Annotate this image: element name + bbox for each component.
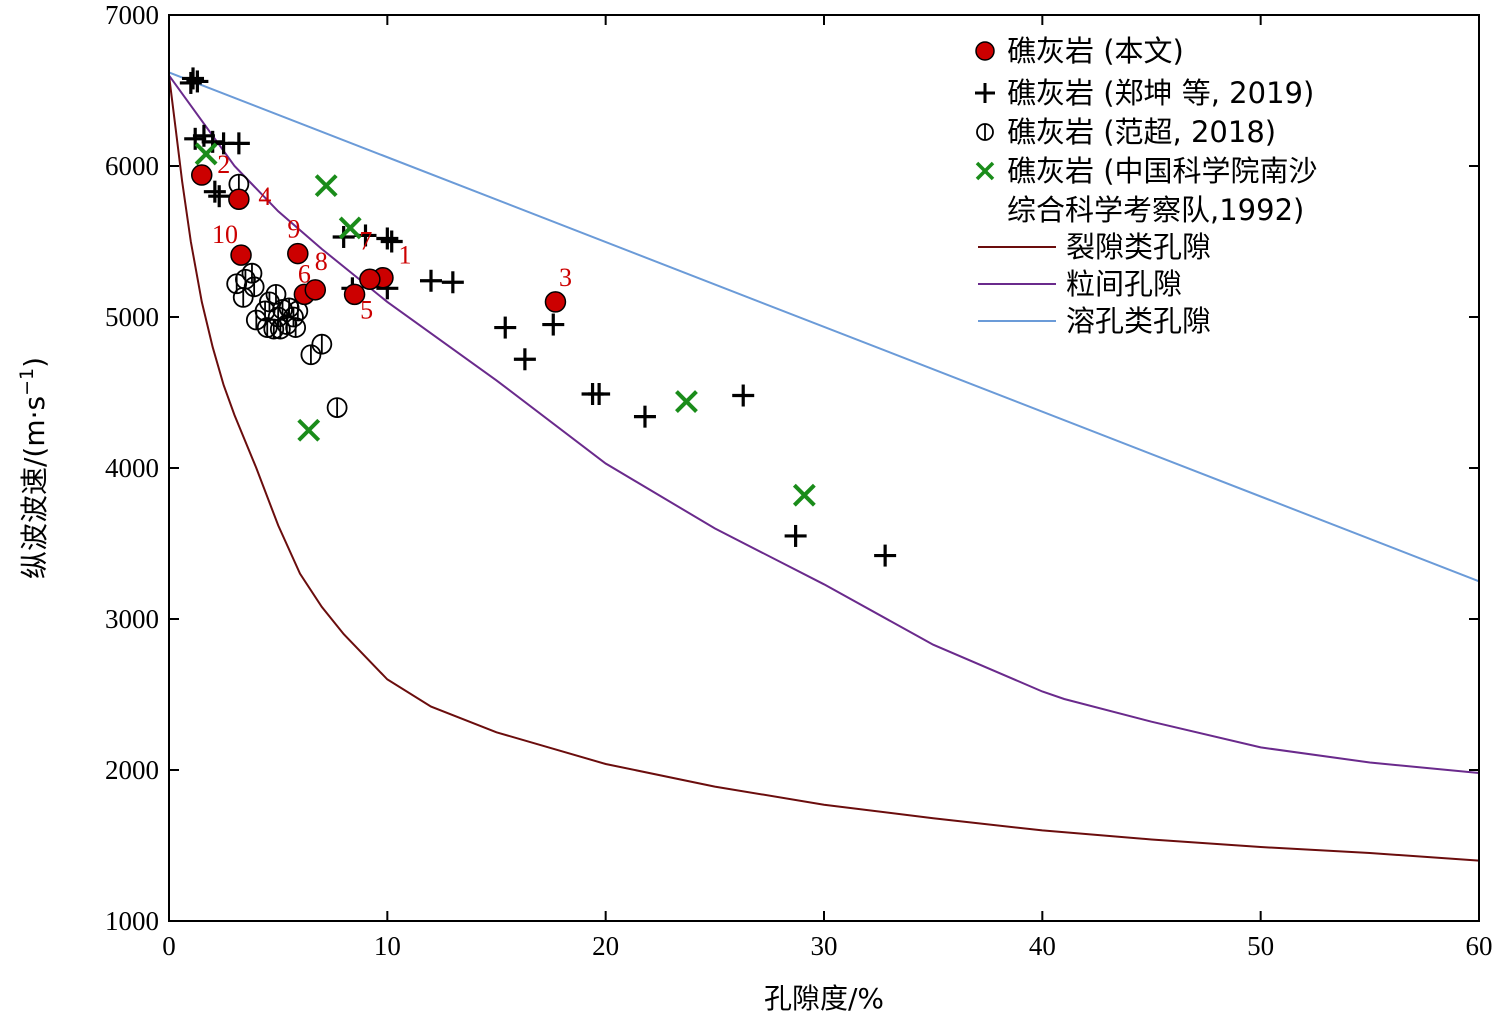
point-this_study <box>343 283 366 306</box>
point-this_study <box>544 291 567 313</box>
point-fan <box>243 276 265 298</box>
point-labels-layer: 1 2 3 4 5 6 7 89 10 <box>212 150 572 324</box>
y-axis-title-superscript: −1 <box>16 368 38 396</box>
legend-label-intergranular: 粒间孔隙 <box>1066 267 1182 301</box>
x-tick-label: 30 <box>811 931 838 961</box>
legend-label-this-study: 礁灰岩 (本文) <box>1007 34 1184 68</box>
point-cas <box>314 174 338 198</box>
point-this_study <box>287 242 309 265</box>
point-fan <box>232 286 254 308</box>
legend-label-fracture: 裂隙类孔隙 <box>1066 230 1211 264</box>
point-zheng <box>513 348 536 371</box>
x-tick-label: 50 <box>1247 931 1274 961</box>
point-cas <box>792 483 816 507</box>
point-label-10: 10 <box>212 220 238 249</box>
point-this_study <box>191 164 213 186</box>
legend-label-vug: 溶孔类孔隙 <box>1066 304 1211 338</box>
legend-label-cas-line1: 礁灰岩 (中国科学院南沙 <box>1007 154 1318 188</box>
point-label-6: 6 <box>298 259 311 288</box>
point-zheng <box>420 269 442 292</box>
point-label-2: 2 <box>217 150 230 179</box>
point-zheng <box>732 384 755 407</box>
y-tick-label: 7000 <box>105 0 159 30</box>
point-zheng <box>376 227 399 250</box>
x-tick-label: 40 <box>1029 931 1056 961</box>
point-this_study <box>228 188 250 210</box>
point-zheng <box>494 316 517 339</box>
x-tick-label: 60 <box>1466 931 1493 961</box>
point-label-9: 9 <box>287 215 300 244</box>
point-label-3: 3 <box>559 263 572 292</box>
plot-frame <box>168 14 1480 922</box>
point-zheng <box>380 230 403 253</box>
y-tick-label: 4000 <box>105 453 159 483</box>
point-label-1: 1 <box>398 241 411 270</box>
y-tick-label: 1000 <box>105 906 159 936</box>
point-zheng <box>441 271 464 294</box>
point-zheng <box>182 67 205 90</box>
point-zheng <box>874 544 897 567</box>
point-this_study <box>230 244 252 266</box>
point-zheng <box>179 71 202 94</box>
points-layer <box>179 67 897 567</box>
point-cas <box>338 216 362 240</box>
legend-label-zheng: 礁灰岩 (郑坤 等, 2019) <box>1007 76 1314 110</box>
point-zheng <box>784 524 807 547</box>
legend-marker-fan <box>976 123 994 141</box>
point-fan <box>311 333 333 355</box>
y-tick-label: 5000 <box>105 302 159 332</box>
legend-marker-cas <box>975 161 995 181</box>
y-axis-title-close: ) <box>18 357 51 368</box>
point-zheng <box>203 180 226 203</box>
legend-marker-zheng <box>975 83 995 103</box>
point-fan <box>241 262 263 284</box>
point-zheng <box>633 405 656 428</box>
point-zheng <box>208 185 231 208</box>
y-tick-label: 6000 <box>105 151 159 181</box>
legend-label-cas-line2: 综合科学考察队,1992) <box>1007 193 1304 227</box>
ticks-layer: 0 10 20 30 40 50 60 1000 2000 3000 4000 5000 6000 700… <box>105 0 1493 961</box>
point-zheng <box>588 383 611 406</box>
point-cas <box>194 142 218 166</box>
x-axis-title: 孔隙度/% <box>764 982 884 1015</box>
y-tick-label: 2000 <box>105 755 159 785</box>
y-tick-label: 3000 <box>105 604 159 634</box>
x-tick-label: 0 <box>162 931 176 961</box>
y-axis-title: 纵波波速/(m·s−1) <box>16 357 51 579</box>
x-tick-label: 10 <box>374 931 401 961</box>
point-fan <box>300 344 322 366</box>
point-zheng <box>542 313 565 336</box>
point-this_study <box>304 279 327 301</box>
curve-vug <box>168 71 1480 583</box>
legend-label-fan: 礁灰岩 (范超, 2018) <box>1007 115 1276 149</box>
legend: 礁灰岩 (本文) 礁灰岩 (郑坤 等, 2019) 礁灰岩 (范超, 2018)… <box>975 34 1318 338</box>
point-label-4: 4 <box>258 182 271 211</box>
curve-fracture <box>168 75 1480 862</box>
point-label-5: 5 <box>360 295 373 324</box>
point-cas <box>297 418 321 442</box>
point-fan <box>285 317 307 338</box>
point-zheng <box>227 132 250 155</box>
point-fan <box>326 397 348 419</box>
point-label-8: 8 <box>315 247 328 276</box>
x-tick-label: 20 <box>592 931 619 961</box>
y-axis-title-main: 纵波波速/(m·s <box>18 396 51 579</box>
curve-intergranular <box>168 74 1480 774</box>
point-this_study <box>359 268 381 290</box>
point-label-7: 7 <box>359 226 372 255</box>
point-fan <box>269 318 291 340</box>
point-cas <box>675 390 698 413</box>
curves-layer <box>168 71 1480 862</box>
legend-marker-this-study <box>975 41 995 61</box>
